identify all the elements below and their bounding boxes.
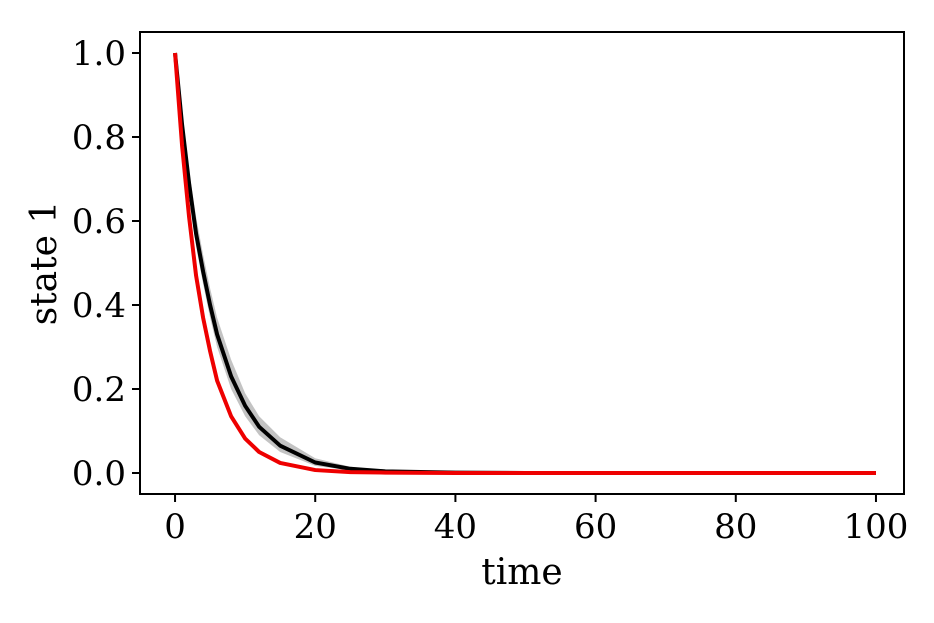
ticks-layer: 0 20 40 60 80 100 0.0 0.2 0.4 0.6 0.8 1.0 (72, 34, 908, 547)
y-tick-label: 0.0 (72, 454, 126, 494)
series-line-red (173, 52, 876, 475)
x-tick-label: 100 (844, 507, 909, 547)
x-axis-label: time (481, 552, 562, 593)
plot-frame (139, 31, 905, 495)
plot-layer (173, 52, 876, 475)
y-tick-label: 0.2 (72, 370, 126, 410)
y-tick-label: 1.0 (72, 34, 126, 74)
y-tick-label: 0.6 (72, 202, 126, 242)
x-tick-label: 60 (574, 507, 617, 547)
series-line-black (173, 52, 876, 475)
y-tick-label: 0.4 (72, 286, 126, 326)
x-tick-label: 80 (714, 507, 757, 547)
x-tick-label: 0 (164, 507, 186, 547)
x-tick-label: 20 (294, 507, 337, 547)
x-tick-label: 40 (434, 507, 477, 547)
y-tick-label: 0.8 (72, 118, 126, 158)
confidence-band (175, 53, 876, 473)
y-axis-label: state 1 (24, 201, 65, 326)
